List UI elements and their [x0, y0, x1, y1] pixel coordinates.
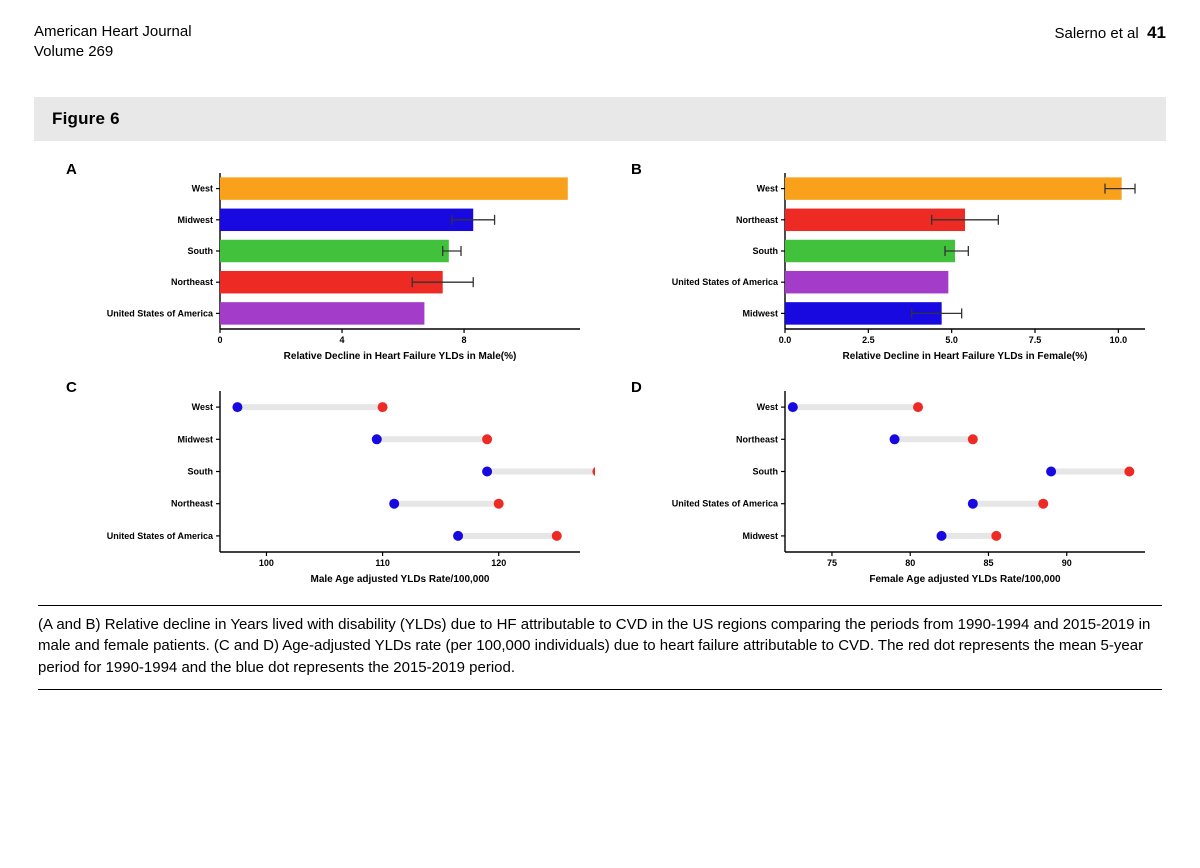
- svg-text:8: 8: [462, 335, 467, 345]
- svg-text:5.0: 5.0: [945, 335, 958, 345]
- svg-text:80: 80: [905, 558, 915, 568]
- svg-text:7.5: 7.5: [1029, 335, 1042, 345]
- svg-text:0: 0: [217, 335, 222, 345]
- chart-d: West Northeast South United States of Ameri…: [605, 377, 1160, 587]
- journal-name: American Heart Journal: [34, 22, 192, 42]
- panel-a: A West Midwest South Northeast United States…: [40, 159, 595, 369]
- svg-text:United States of America: United States of America: [107, 530, 214, 540]
- svg-text:85: 85: [983, 558, 993, 568]
- panel-c: C West Midwest South Northeast United States…: [40, 377, 595, 587]
- svg-text:Midwest: Midwest: [742, 308, 778, 318]
- chart-a: West Midwest South Northeast United States o…: [40, 159, 595, 369]
- svg-text:Northeast: Northeast: [736, 434, 778, 444]
- header-right: Salerno et al 41: [1055, 22, 1167, 45]
- svg-text:United States of America: United States of America: [672, 277, 779, 287]
- svg-text:Midwest: Midwest: [177, 434, 213, 444]
- svg-text:Northeast: Northeast: [171, 498, 213, 508]
- svg-text:Northeast: Northeast: [736, 214, 778, 224]
- panel-letter-d: D: [631, 379, 642, 396]
- panel-letter-a: A: [66, 161, 77, 178]
- svg-text:United States of America: United States of America: [672, 498, 779, 508]
- panel-d: D West Northeast South United States of Ame…: [605, 377, 1160, 587]
- svg-text:4: 4: [340, 335, 345, 345]
- svg-text:110: 110: [375, 558, 390, 568]
- svg-text:75: 75: [827, 558, 837, 568]
- svg-text:West: West: [192, 183, 213, 193]
- chart-b: West Northeast South United States of Ameri…: [605, 159, 1160, 369]
- svg-text:West: West: [192, 402, 213, 412]
- svg-text:10.0: 10.0: [1110, 335, 1128, 345]
- running-header: American Heart Journal Volume 269 Salern…: [34, 22, 1166, 63]
- figure-caption: (A and B) Relative decline in Years live…: [38, 605, 1162, 690]
- svg-text:West: West: [757, 402, 778, 412]
- svg-text:100: 100: [259, 558, 274, 568]
- svg-text:West: West: [757, 183, 778, 193]
- svg-text:Midwest: Midwest: [177, 214, 213, 224]
- svg-text:Midwest: Midwest: [742, 530, 778, 540]
- svg-text:Relative Decline in Heart Fail: Relative Decline in Heart Failure YLDs i…: [843, 351, 1088, 362]
- svg-text:90: 90: [1062, 558, 1072, 568]
- panel-letter-c: C: [66, 379, 77, 396]
- svg-text:South: South: [188, 246, 214, 256]
- svg-text:Relative Decline in Heart Fail: Relative Decline in Heart Failure YLDs i…: [284, 351, 517, 362]
- svg-text:0.0: 0.0: [779, 335, 792, 345]
- svg-text:South: South: [753, 246, 779, 256]
- svg-text:South: South: [188, 466, 214, 476]
- figure-panels: A West Midwest South Northeast United States…: [34, 159, 1166, 587]
- svg-text:Male Age adjusted YLDs Rate/10: Male Age adjusted YLDs Rate/100,000: [311, 574, 490, 585]
- page-number: 41: [1147, 23, 1166, 42]
- svg-text:United States of America: United States of America: [107, 308, 214, 318]
- svg-text:South: South: [753, 466, 779, 476]
- panel-letter-b: B: [631, 161, 642, 178]
- volume: Volume 269: [34, 42, 192, 62]
- header-left: American Heart Journal Volume 269: [34, 22, 192, 63]
- page: American Heart Journal Volume 269 Salern…: [0, 0, 1200, 714]
- svg-text:Northeast: Northeast: [171, 277, 213, 287]
- svg-text:Female Age adjusted YLDs Rate/: Female Age adjusted YLDs Rate/100,000: [869, 574, 1061, 585]
- svg-text:2.5: 2.5: [862, 335, 875, 345]
- authors: Salerno et al: [1055, 25, 1139, 42]
- figure-label-bar: Figure 6: [34, 97, 1166, 141]
- chart-c: West Midwest South Northeast United States o…: [40, 377, 595, 587]
- svg-text:120: 120: [491, 558, 506, 568]
- panel-b: B West Northeast South United States of Ame…: [605, 159, 1160, 369]
